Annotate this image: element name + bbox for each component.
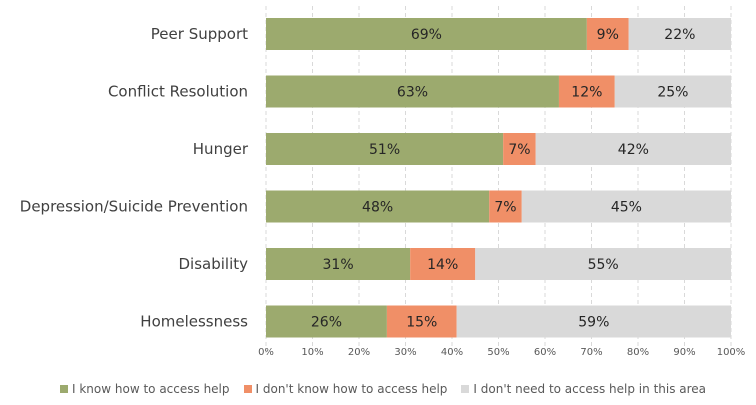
category-label: Conflict Resolution bbox=[108, 83, 248, 101]
x-tick-label: 10% bbox=[301, 347, 323, 358]
data-label: 7% bbox=[508, 142, 530, 158]
bar-segment bbox=[266, 248, 411, 280]
data-label: 45% bbox=[611, 200, 642, 216]
legend-swatch bbox=[461, 385, 470, 393]
stacked-bar-chart: 69% 9% 22% 63% 12% 25% 51% 7% 42% 48% 7% 45% 31% 14% 5… bbox=[20, 6, 745, 358]
bar-segment bbox=[266, 133, 504, 165]
bar-segment bbox=[614, 75, 731, 108]
x-tick-label: 20% bbox=[348, 347, 370, 358]
x-tick-label: 50% bbox=[487, 347, 509, 358]
data-label: 26% bbox=[311, 315, 342, 331]
data-label: 14% bbox=[427, 257, 458, 273]
category-label: Homelessness bbox=[140, 313, 248, 331]
data-label: 59% bbox=[578, 315, 609, 331]
bar-segment bbox=[489, 190, 522, 223]
data-label: 48% bbox=[362, 200, 393, 216]
x-axis-ticks: 0% 10% 20% 30% 40% 50% 60% 70% 80% 90% 100% bbox=[258, 347, 745, 358]
bar-segment bbox=[266, 18, 587, 50]
bar-segment bbox=[535, 133, 731, 165]
x-tick-label: 70% bbox=[580, 347, 602, 358]
category-label: Disability bbox=[178, 255, 248, 273]
bar-segment bbox=[558, 75, 615, 108]
data-label: 25% bbox=[657, 85, 688, 101]
x-tick-label: 40% bbox=[441, 347, 463, 358]
bar-segment bbox=[521, 190, 731, 223]
x-tick-label: 60% bbox=[534, 347, 556, 358]
legend-item: I know how to access help bbox=[60, 382, 230, 396]
x-tick-label: 100% bbox=[717, 347, 746, 358]
category-labels: Peer Support Conflict Resolution Hunger Dep… bbox=[20, 25, 249, 331]
bar-segment bbox=[586, 18, 629, 50]
data-label: 12% bbox=[571, 85, 602, 101]
bar-segment bbox=[386, 305, 457, 338]
x-tick-label: 0% bbox=[258, 347, 274, 358]
data-label: 7% bbox=[494, 200, 516, 216]
data-label: 69% bbox=[411, 27, 442, 43]
data-label: 55% bbox=[588, 257, 619, 273]
legend-label: I don't need to access help in this area bbox=[473, 382, 707, 396]
bars: 69% 9% 22% 63% 12% 25% 51% 7% 42% 48% 7% 45% 31% 14% 5… bbox=[266, 18, 731, 338]
bar-segment bbox=[266, 75, 559, 108]
data-label: 9% bbox=[597, 27, 619, 43]
category-label: Depression/Suicide Prevention bbox=[20, 198, 248, 216]
bar-segment bbox=[266, 305, 387, 338]
bar-segment bbox=[475, 248, 731, 280]
data-label: 51% bbox=[369, 142, 400, 158]
x-tick-label: 90% bbox=[673, 347, 695, 358]
legend-item: I don't know how to access help bbox=[243, 382, 448, 396]
legend-label: I don't know how to access help bbox=[255, 382, 448, 396]
data-label: 22% bbox=[664, 27, 695, 43]
data-label: 42% bbox=[618, 142, 649, 158]
bar-segment bbox=[503, 133, 536, 165]
legend-label: I know how to access help bbox=[72, 382, 230, 396]
x-tick-label: 80% bbox=[627, 347, 649, 358]
data-label: 63% bbox=[397, 85, 428, 101]
gridlines bbox=[265, 6, 732, 356]
legend: I know how to access help I don't know ho… bbox=[60, 382, 706, 396]
x-tick-label: 30% bbox=[394, 347, 416, 358]
data-label: 31% bbox=[323, 257, 354, 273]
category-label: Peer Support bbox=[151, 25, 248, 43]
data-label: 15% bbox=[406, 315, 437, 331]
bar-segment bbox=[410, 248, 476, 280]
bar-segment bbox=[456, 305, 731, 338]
bar-segment bbox=[266, 190, 490, 223]
legend-swatch bbox=[60, 385, 68, 393]
legend-item: I don't need to access help in this area bbox=[461, 382, 706, 396]
legend-swatch bbox=[243, 385, 252, 393]
bar-segment bbox=[628, 18, 731, 50]
category-label: Hunger bbox=[193, 140, 249, 158]
